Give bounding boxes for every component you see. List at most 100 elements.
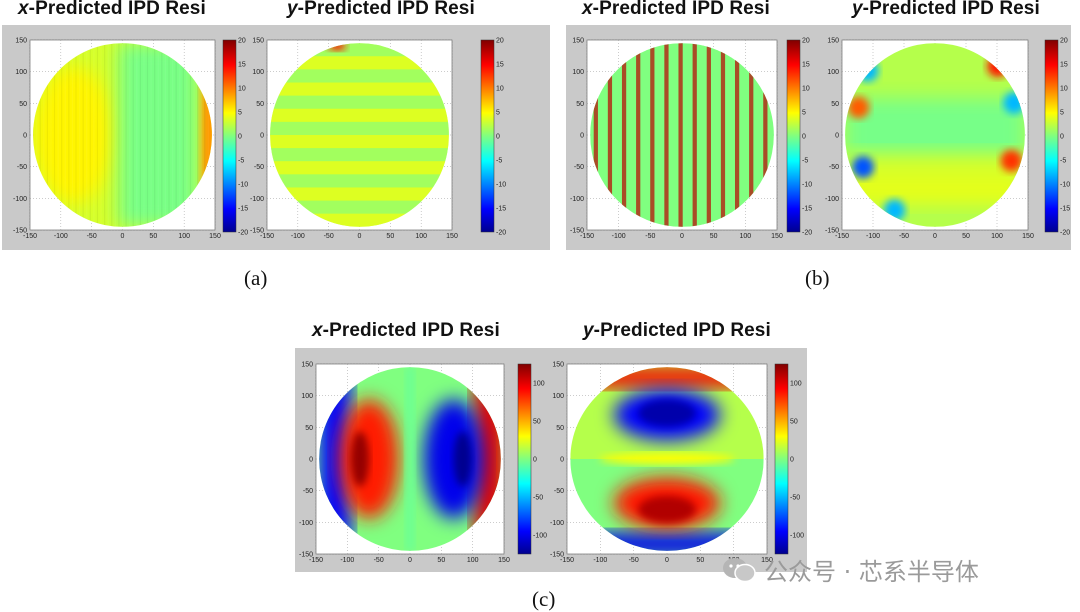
- x-tick-label: 150: [761, 557, 773, 564]
- x-tick-label: 0: [358, 233, 362, 240]
- y-tick-label: 100: [252, 69, 264, 76]
- x-tick-label: 50: [696, 557, 704, 564]
- panel-b-x-plot: -150 -100 -50 0 50 100 150150100500-50-100-150…: [570, 38, 812, 241]
- wafer-map: [590, 43, 774, 227]
- y-tick-label: -100: [825, 196, 839, 203]
- y-tick-label: 50: [576, 101, 584, 108]
- y-tick-label: -50: [254, 164, 264, 171]
- colorbar: [517, 363, 532, 555]
- panel-a-y-plot: -150 -100 -50 0 50 100 150150100500-50-100-150…: [250, 38, 506, 241]
- y-tick-label: 0: [580, 133, 584, 140]
- x-tick-label: -100: [593, 557, 607, 564]
- colorbar-tick-label: 20: [238, 38, 246, 45]
- wafer-map: [270, 43, 449, 227]
- colorbar-tick-label: 15: [496, 62, 504, 69]
- colorbar: [222, 39, 237, 233]
- x-tick-label: -150: [560, 557, 574, 564]
- y-tick-label: 0: [260, 133, 264, 140]
- y-tick-label: -100: [250, 196, 264, 203]
- y-tick-label: 0: [309, 457, 313, 464]
- y-tick-label: 50: [305, 425, 313, 432]
- colorbar-tick-label: 0: [496, 134, 500, 141]
- y-tick-label: -50: [554, 488, 564, 495]
- colorbar-tick-label: -10: [802, 182, 812, 189]
- colorbar-tick-label: -5: [496, 158, 502, 165]
- colorbar: [1044, 39, 1059, 233]
- x-tick-label: -100: [612, 233, 626, 240]
- y-tick-label: 50: [19, 101, 27, 108]
- y-tick-label: 0: [560, 457, 564, 464]
- colorbar-tick-label: 10: [1060, 86, 1068, 93]
- y-tick-label: -50: [574, 164, 584, 171]
- colorbar-tick-label: 10: [802, 86, 810, 93]
- colorbar-tick-label: 100: [790, 381, 802, 388]
- x-tick-label: 150: [446, 233, 458, 240]
- colorbar-tick-label: -100: [790, 533, 804, 540]
- colorbar-tick-label: 5: [1060, 110, 1064, 117]
- colorbar-tick-label: -15: [238, 206, 248, 213]
- colorbar-tick-label: 0: [790, 457, 794, 464]
- x-tick-label: -100: [54, 233, 68, 240]
- colorbar-tick-label: -15: [496, 206, 506, 213]
- colorbar-tick-label: -15: [1060, 206, 1070, 213]
- x-tick-label: 100: [467, 557, 479, 564]
- colorbar-tick-label: -10: [238, 182, 248, 189]
- x-tick-label: -50: [374, 557, 384, 564]
- colorbar-tick-label: 15: [238, 62, 246, 69]
- y-tick-label: -150: [299, 552, 313, 559]
- x-tick-label: 100: [178, 233, 190, 240]
- panel-a-y-title: y-Predicted IPD Resi: [287, 0, 475, 19]
- y-tick-label: 150: [552, 362, 564, 369]
- x-tick-label: 0: [933, 233, 937, 240]
- colorbar-tick-label: 10: [238, 86, 246, 93]
- colorbar-tick-label: -10: [1060, 182, 1070, 189]
- x-tick-label: -100: [291, 233, 305, 240]
- colorbar: [786, 39, 801, 233]
- y-tick-label: 100: [15, 69, 27, 76]
- panel-b-label: (b): [805, 266, 830, 290]
- colorbar-tick-label: -15: [802, 206, 812, 213]
- y-tick-label: 50: [831, 101, 839, 108]
- colorbar-tick-label: -50: [790, 495, 800, 502]
- panel-b-y-plot: -150 -100 -50 0 50 100 150150100500-50-100-150…: [825, 38, 1070, 241]
- y-tick-label: -150: [550, 552, 564, 559]
- x-tick-label: 50: [437, 557, 445, 564]
- y-tick-label: -100: [13, 196, 27, 203]
- panel-b-x-title: x-Predicted IPD Resi: [582, 0, 770, 19]
- x-tick-label: -50: [899, 233, 909, 240]
- colorbar-tick-label: 0: [802, 134, 806, 141]
- colorbar-tick-label: 20: [496, 38, 504, 45]
- panel-c-y-title: y-Predicted IPD Resi: [583, 320, 771, 341]
- y-tick-label: 150: [827, 38, 839, 45]
- y-tick-label: -150: [825, 228, 839, 235]
- x-tick-label: -150: [580, 233, 594, 240]
- x-tick-label: -100: [340, 557, 354, 564]
- x-tick-label: 150: [1022, 233, 1034, 240]
- y-tick-label: -150: [250, 228, 264, 235]
- colorbar-tick-label: 20: [1060, 38, 1068, 45]
- y-tick-label: -50: [829, 164, 839, 171]
- x-tick-label: 50: [962, 233, 970, 240]
- panel-c-x-plot: -150 -100 -50 0 50 100 150 150 100 50 0 -50 -100 -150…: [299, 362, 547, 565]
- y-tick-label: 50: [556, 425, 564, 432]
- colorbar-tick-label: -100: [533, 533, 547, 540]
- panel-c-x-title: x-Predicted IPD Resi: [312, 320, 500, 341]
- x-tick-label: 100: [991, 233, 1003, 240]
- y-tick-label: -150: [13, 228, 27, 235]
- colorbar-tick-label: 20: [802, 38, 810, 45]
- x-tick-label: 50: [386, 233, 394, 240]
- colorbar-tick-label: -50: [533, 495, 543, 502]
- y-tick-label: 100: [301, 393, 313, 400]
- colorbar-tick-label: -5: [1060, 158, 1066, 165]
- wechat-icon: [722, 557, 756, 583]
- watermark-text: 公众号 · 芯系半导体: [764, 558, 979, 586]
- colorbar-tick-label: 5: [496, 110, 500, 117]
- panel-c-label: (c): [532, 587, 556, 611]
- colorbar-tick-label: 0: [533, 457, 537, 464]
- watermark: 公众号 · 芯系半导体: [722, 552, 979, 587]
- x-tick-label: -50: [645, 233, 655, 240]
- colorbar-tick-label: -10: [496, 182, 506, 189]
- x-tick-label: 150: [209, 233, 221, 240]
- x-tick-label: -100: [866, 233, 880, 240]
- colorbar-tick-label: 15: [802, 62, 810, 69]
